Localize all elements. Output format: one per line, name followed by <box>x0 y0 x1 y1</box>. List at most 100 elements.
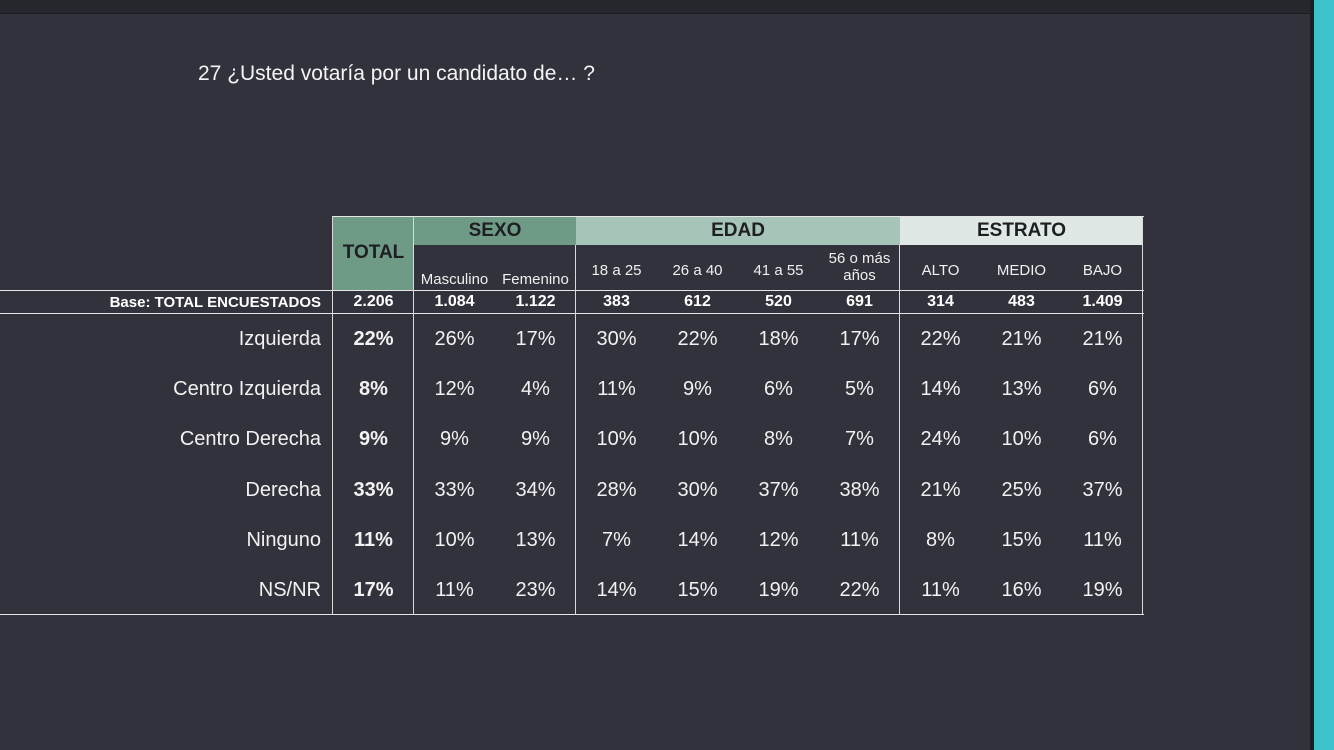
question-title: 27 ¿Usted votaría por un candidato de… ? <box>198 62 595 85</box>
data-cell: 5% <box>845 378 874 400</box>
data-cell: 26% <box>434 328 475 350</box>
base-value: 383 <box>603 293 630 310</box>
column-header: BAJO <box>1082 262 1123 279</box>
base-value: 612 <box>684 293 711 310</box>
data-cell: 22% <box>677 328 718 350</box>
total-cell: 33% <box>353 479 394 501</box>
table-grid-line <box>333 216 1144 217</box>
base-value: 314 <box>927 293 954 310</box>
row-label: Centro Izquierda <box>173 378 321 400</box>
row-label: NS/NR <box>258 579 321 601</box>
data-cell: 22% <box>920 328 961 350</box>
data-cell: 18% <box>758 328 799 350</box>
table-grid-line <box>575 245 576 615</box>
column-header: 26 a 40 <box>672 262 723 279</box>
data-cell: 8% <box>764 428 793 450</box>
row-label: Centro Derecha <box>179 428 321 450</box>
data-cell: 19% <box>1082 579 1123 601</box>
table-grid-line <box>0 614 1144 615</box>
base-value: 1.409 <box>1082 293 1123 310</box>
column-header: Femenino <box>502 271 569 288</box>
edad-header: EDAD <box>576 216 900 245</box>
data-cell: 11% <box>921 579 960 601</box>
data-cell: 10% <box>596 428 637 450</box>
data-cell: 37% <box>1082 479 1123 501</box>
data-cell: 14% <box>677 529 718 551</box>
data-cell: 12% <box>434 378 475 400</box>
data-cell: 17% <box>515 328 556 350</box>
data-cell: 21% <box>920 479 961 501</box>
column-header: 56 o más años <box>828 250 891 284</box>
total-cell: 8% <box>359 378 388 400</box>
data-cell: 8% <box>926 529 955 551</box>
data-cell: 15% <box>1001 529 1042 551</box>
data-cell: 7% <box>845 428 874 450</box>
base-value: 1.084 <box>434 293 475 310</box>
right-edge <box>1310 0 1314 750</box>
data-cell: 10% <box>434 529 475 551</box>
data-cell: 12% <box>758 529 799 551</box>
data-cell: 10% <box>1001 428 1042 450</box>
data-cell: 19% <box>758 579 799 601</box>
data-cell: 14% <box>920 378 961 400</box>
row-label: Derecha <box>245 479 321 501</box>
base-value: 483 <box>1008 293 1035 310</box>
data-cell: 11% <box>1083 529 1122 551</box>
estrato-header: ESTRATO <box>900 216 1143 245</box>
table-grid-line <box>1142 216 1143 615</box>
total-cell: 17% <box>353 579 394 601</box>
data-cell: 7% <box>602 529 631 551</box>
data-cell: 37% <box>758 479 799 501</box>
data-cell: 14% <box>596 579 637 601</box>
base-label: Base: TOTAL ENCUESTADOS <box>109 294 321 311</box>
data-cell: 9% <box>683 378 712 400</box>
column-header: Masculino <box>420 271 489 288</box>
column-header: MEDIO <box>996 262 1047 279</box>
data-cell: 10% <box>677 428 718 450</box>
table-grid-line <box>0 290 1144 291</box>
top-bar <box>0 0 1310 14</box>
data-cell: 6% <box>1088 428 1117 450</box>
data-cell: 24% <box>920 428 961 450</box>
total-cell: 22% <box>353 328 394 350</box>
data-cell: 34% <box>515 479 556 501</box>
total-cell: 11% <box>354 529 393 551</box>
data-cell: 13% <box>515 529 556 551</box>
data-cell: 28% <box>596 479 637 501</box>
data-cell: 13% <box>1001 378 1042 400</box>
right-accent-bar <box>1314 0 1334 750</box>
row-label: Ninguno <box>246 529 321 551</box>
base-value: 520 <box>765 293 792 310</box>
data-cell: 4% <box>521 378 550 400</box>
total-cell: 9% <box>359 428 388 450</box>
data-cell: 6% <box>1088 378 1117 400</box>
base-value: 2.206 <box>353 293 394 310</box>
data-cell: 38% <box>839 479 880 501</box>
row-label: Izquierda <box>238 328 321 350</box>
table-grid-line <box>332 216 333 615</box>
data-cell: 6% <box>764 378 793 400</box>
data-cell: 30% <box>596 328 637 350</box>
table-grid-line <box>413 216 414 615</box>
data-cell: 9% <box>521 428 550 450</box>
data-cell: 23% <box>515 579 556 601</box>
data-cell: 21% <box>1001 328 1042 350</box>
data-cell: 25% <box>1001 479 1042 501</box>
data-cell: 11% <box>597 378 636 400</box>
data-cell: 16% <box>1001 579 1042 601</box>
data-cell: 11% <box>840 529 879 551</box>
total-header: TOTAL <box>333 216 414 290</box>
table-grid-line <box>899 245 900 615</box>
data-cell: 33% <box>434 479 475 501</box>
data-cell: 22% <box>839 579 880 601</box>
column-header: ALTO <box>921 262 960 279</box>
data-cell: 9% <box>440 428 469 450</box>
data-cell: 17% <box>839 328 880 350</box>
data-cell: 30% <box>677 479 718 501</box>
table-grid-line <box>0 313 1144 314</box>
column-header: 18 a 25 <box>591 262 642 279</box>
data-cell: 21% <box>1082 328 1123 350</box>
base-value: 1.122 <box>515 293 556 310</box>
base-value: 691 <box>846 293 873 310</box>
data-cell: 15% <box>677 579 718 601</box>
